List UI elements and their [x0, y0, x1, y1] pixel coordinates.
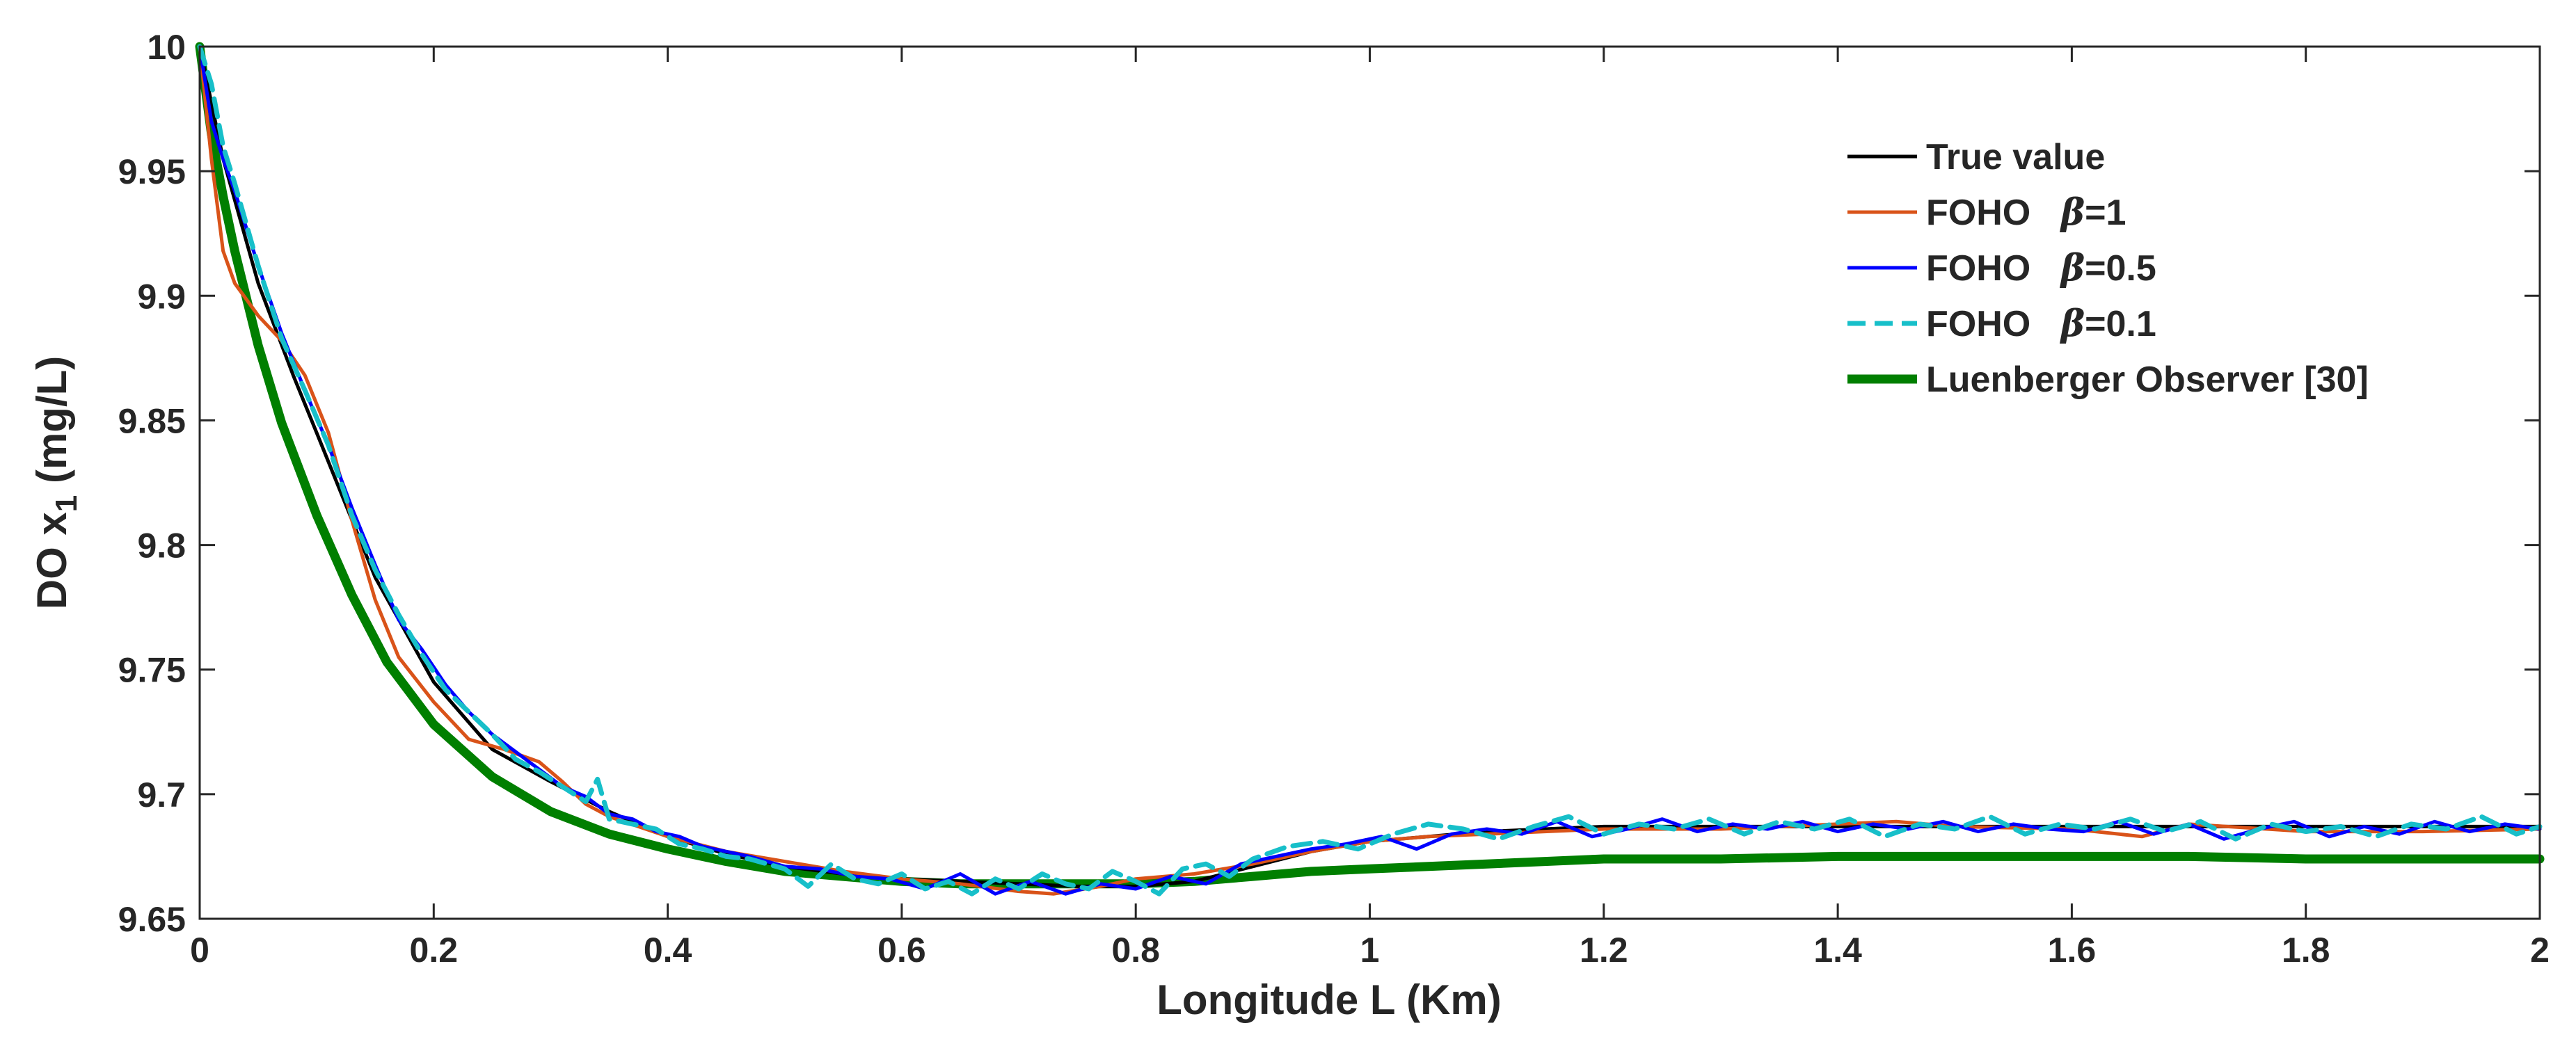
series-line-3 — [197, 44, 2543, 897]
legend-entry-text: True value — [1926, 137, 2105, 177]
series-layer — [195, 42, 2545, 897]
legend-beta-symbol: β — [2060, 303, 2085, 345]
legend-entry-label: FOHO β=0.5 — [1926, 247, 2156, 289]
x-tick-label: 1.8 — [2282, 931, 2330, 970]
x-tick-label: 1 — [1360, 931, 1380, 970]
y-tick-label: 9.85 — [118, 401, 186, 440]
legend-entry-label: Luenberger Observer [30] — [1926, 360, 2369, 400]
y-tick-label: 9.9 — [137, 277, 186, 316]
legend-entry-text: FOHO — [1926, 248, 2061, 289]
legend-entry-label: FOHO β=0.1 — [1926, 303, 2156, 345]
x-tick-label: 0.8 — [1111, 931, 1160, 970]
legend-entry-text: Luenberger Observer [30] — [1926, 360, 2369, 400]
y-axis-label-main: DO x — [29, 512, 75, 609]
x-tick-label: 0.6 — [877, 931, 926, 970]
legend-beta-value: =1 — [2085, 193, 2126, 233]
x-tick-label: 1.4 — [1813, 931, 1862, 970]
y-tick-label: 9.7 — [137, 775, 186, 814]
x-axis-label: Longitude L (Km) — [1156, 976, 1501, 1023]
y-axis-label: DO x1 (mg/L) — [29, 356, 84, 609]
y-tick-label: 9.95 — [118, 152, 186, 191]
x-tick-label: 2 — [2530, 931, 2550, 970]
x-tick-label: 0.4 — [644, 931, 692, 970]
y-tick-label: 9.75 — [118, 651, 186, 690]
y-tick-label: 9.8 — [137, 526, 186, 565]
legend-entry-label: FOHO β=1 — [1926, 191, 2126, 234]
x-tick-label: 1.2 — [1580, 931, 1628, 970]
y-tick-label: 10 — [147, 28, 186, 67]
y-axis-label-unit: (mg/L) — [29, 356, 75, 495]
legend-entry-text: FOHO — [1926, 304, 2061, 344]
x-tick-label: 0 — [190, 931, 209, 970]
legend-beta-value: =0.5 — [2085, 248, 2156, 289]
x-tick-label: 1.6 — [2048, 931, 2097, 970]
x-tick-label: 0.2 — [410, 931, 459, 970]
legend-beta-value: =0.1 — [2085, 304, 2156, 344]
legend-entry-label: True value — [1926, 137, 2105, 177]
legend-beta-symbol: β — [2060, 191, 2085, 234]
y-axis-label-subscript: 1 — [49, 495, 84, 512]
tick-layer: 0 0.2 0.4 0.6 0.8 1 1.2 1.4 1.6 1.8 2 9.65 9.7 9.75 9.… — [118, 28, 2550, 970]
legend-entry-text: FOHO — [1926, 193, 2061, 233]
legend-beta-symbol: β — [2060, 247, 2085, 289]
y-tick-label: 9.65 — [118, 900, 186, 939]
